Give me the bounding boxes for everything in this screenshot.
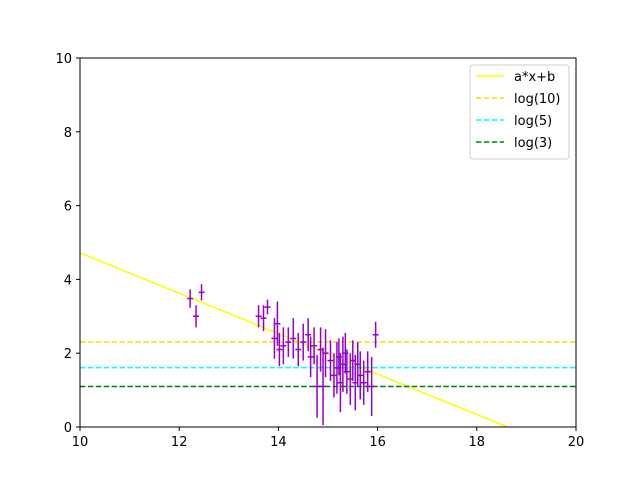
data-point bbox=[330, 353, 337, 398]
data-point bbox=[360, 360, 367, 405]
data-point bbox=[314, 355, 321, 418]
data-point bbox=[322, 329, 329, 378]
data-point bbox=[274, 301, 281, 346]
data-point bbox=[364, 351, 371, 392]
x-tick-label: 20 bbox=[568, 435, 585, 450]
data-point bbox=[264, 299, 271, 315]
x-axis: 10 12 14 16 18 20 bbox=[72, 427, 585, 450]
y-tick-label: 4 bbox=[64, 273, 72, 288]
data-point bbox=[193, 305, 200, 328]
plot-frame bbox=[79, 57, 577, 428]
y-tick-label: 0 bbox=[64, 421, 72, 436]
x-tick-label: 10 bbox=[72, 435, 89, 450]
data-point bbox=[285, 327, 292, 357]
legend-label: log(3) bbox=[514, 136, 552, 151]
data-point bbox=[276, 332, 283, 367]
data-point bbox=[311, 327, 318, 365]
legend-label: a*x+b bbox=[514, 70, 555, 85]
y-axis: 0 2 4 6 8 10 bbox=[55, 52, 80, 436]
x-tick-label: 14 bbox=[270, 435, 287, 450]
legend-label: log(5) bbox=[514, 114, 552, 129]
legend: a*x+b log(10) log(5) log(3) bbox=[469, 64, 570, 160]
legend-label: log(10) bbox=[514, 92, 561, 107]
y-tick-label: 10 bbox=[55, 52, 72, 67]
y-tick-label: 2 bbox=[64, 347, 72, 362]
series-layer bbox=[79, 252, 576, 428]
data-point bbox=[280, 327, 287, 365]
legend-box bbox=[469, 64, 570, 160]
data-point bbox=[255, 305, 262, 328]
data-point bbox=[198, 284, 205, 301]
data-point bbox=[260, 305, 267, 332]
data-point bbox=[327, 340, 334, 381]
data-point bbox=[290, 318, 297, 359]
data-point bbox=[305, 318, 312, 352]
data-point bbox=[372, 321, 379, 348]
data-point bbox=[271, 318, 278, 359]
y-tick-label: 8 bbox=[64, 126, 72, 141]
x-tick-label: 16 bbox=[369, 435, 386, 450]
data-point bbox=[307, 336, 314, 378]
data-point bbox=[343, 349, 350, 394]
x-tick-label: 12 bbox=[171, 435, 188, 450]
data-point bbox=[368, 356, 375, 416]
data-point bbox=[300, 323, 307, 361]
data-point bbox=[187, 289, 194, 308]
data-point bbox=[295, 332, 302, 367]
data-point bbox=[320, 347, 327, 426]
x-tick-label: 18 bbox=[469, 435, 486, 450]
data-point bbox=[357, 351, 364, 400]
y-tick-label: 6 bbox=[64, 200, 72, 215]
